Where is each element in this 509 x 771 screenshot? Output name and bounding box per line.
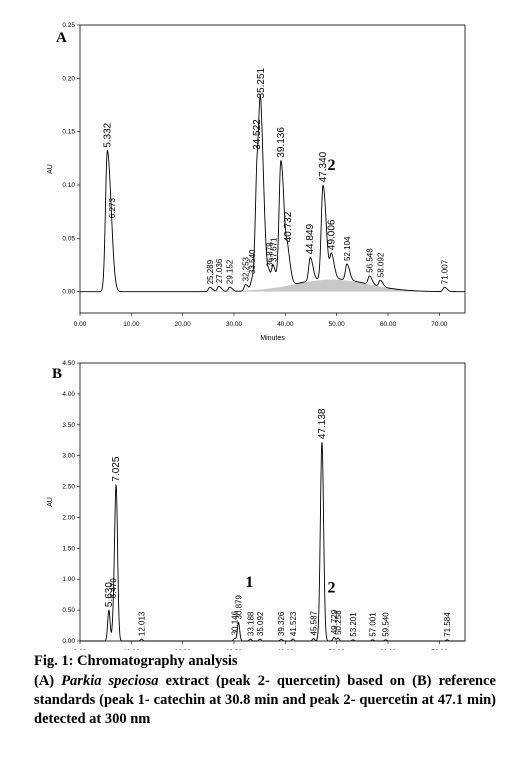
y-tick-label: 0.10 [62,182,75,189]
peak-label: 50.258 [334,610,343,635]
plot-frame [79,362,466,642]
chromatogram-trace [80,94,465,293]
y-tick-label: 0.00 [62,289,75,296]
peak-label: 44.849 [305,223,316,254]
peak-label: 5.630 [104,582,115,607]
peak-label: 29.152 [226,259,235,284]
x-tick-label: 20.00 [175,321,192,328]
x-tick-label: 70.00 [431,649,448,650]
chart-panel-a: 0.00 10.00 20.00 30.00 40.00 50.00 60.00 70.000… [47,22,466,342]
x-tick-label: 70.00 [431,321,448,328]
y-tick-label: 0.15 [62,129,75,136]
peak-label: 6.273 [108,198,117,219]
y-tick-label: 2.00 [62,514,75,521]
peak-number-marker: 2 [328,157,336,174]
peak-label: 59.540 [382,612,391,637]
y-tick-label: 4.50 [62,360,75,367]
peak-label: 45.587 [310,610,319,635]
peak-label: 30.146 [231,610,240,635]
x-tick-label: 40.00 [277,321,294,328]
peak-label: 41.523 [289,611,298,636]
peak-label: 40.732 [283,211,294,242]
chromatogram-figure: 0.00 10.00 20.00 30.00 40.00 50.00 60.00 70.000… [47,22,466,650]
x-tick-label: 50.00 [329,321,346,328]
peak-label: 56.548 [366,248,375,273]
baseline-hump-fill [192,279,419,292]
y-tick-label: 0.50 [62,607,75,614]
peak-label: 71.584 [443,612,452,637]
x-tick-label: 10.00 [123,321,140,328]
x-tick-label: 20.00 [175,649,192,650]
peak-label: 30.879 [235,594,244,619]
peak-label: 49.729 [330,609,339,634]
x-tick-label: 60.00 [380,649,397,650]
y-tick-label: 0.00 [62,638,75,645]
y-tick-label: 0.05 [62,235,75,242]
peak-label: 32.253 [242,256,251,281]
x-tick-label: 30.00 [226,649,243,650]
y-tick-label: 1.50 [62,545,75,552]
peak-label: 57.001 [369,612,378,637]
peak-label: 6.470 [109,578,118,599]
x-tick-label: 40.00 [277,649,294,650]
peak-label: 58.092 [376,252,385,277]
peak-label: 53.201 [349,612,358,637]
peak-label: 12.013 [138,611,147,636]
peak-label: 37.671 [269,237,278,262]
peak-label: 49.006 [327,219,338,250]
peak-label: 47.138 [317,408,328,439]
chart-panel-b: 0.0010.0020.0030.0040.0050.0060.0070.000… [47,360,466,650]
peak-label: 47.340 [318,151,329,182]
peak-label: 35.092 [256,611,265,636]
chromatogram-trace [80,442,465,642]
y-tick-label: 4.00 [62,391,75,398]
peak-label: 5.332 [102,122,113,147]
y-tick-label: 2.50 [62,484,75,491]
peak-label: 27.036 [215,258,224,283]
y-tick-label: 0.20 [62,75,75,82]
plot-frame [79,24,466,314]
x-axis-label: Minutes [260,335,285,342]
x-tick-label: 0.00 [74,649,87,650]
peak-number-marker: 1 [245,574,253,591]
peak-label: 39.136 [276,127,287,158]
peak-number-marker: 2 [328,579,336,596]
panel-letter: B [52,366,62,382]
y-axis-label: AU [47,497,54,507]
y-tick-label: 1.00 [62,576,75,583]
figure-caption: Fig. 1: Chromatography analysis (A) Park… [34,652,496,729]
peak-label: 39.326 [277,611,286,636]
peak-label: 33.540 [248,249,257,274]
y-axis-label: AU [47,164,54,174]
y-tick-label: 3.50 [62,422,75,429]
peak-label: 36.878 [265,242,274,267]
peak-label: 71.007 [441,259,450,284]
caption-body-lead: (A) [34,673,62,689]
peak-label: 25.289 [206,259,215,284]
peak-label: 7.025 [111,456,122,481]
caption-body-rest: extract (peak 2- quercetin) based on (B)… [34,673,496,727]
panel-letter: A [56,30,67,46]
peak-label: 52.104 [343,236,352,261]
caption-body: (A) Parkia speciosa extract (peak 2- que… [34,673,496,727]
y-tick-label: 0.25 [62,22,75,29]
x-tick-label: 30.00 [226,321,243,328]
x-tick-label: 10.00 [123,649,140,650]
y-tick-label: 3.00 [62,453,75,460]
x-tick-label: 0.00 [74,321,87,328]
x-tick-label: 60.00 [380,321,397,328]
x-tick-label: 50.00 [329,649,346,650]
peak-label: 35.251 [256,67,267,98]
peak-label: 34.522 [252,119,263,150]
caption-title: Fig. 1: Chromatography analysis [34,653,238,669]
peak-label: 33.188 [246,611,255,636]
caption-species-name: Parkia speciosa [61,673,159,689]
